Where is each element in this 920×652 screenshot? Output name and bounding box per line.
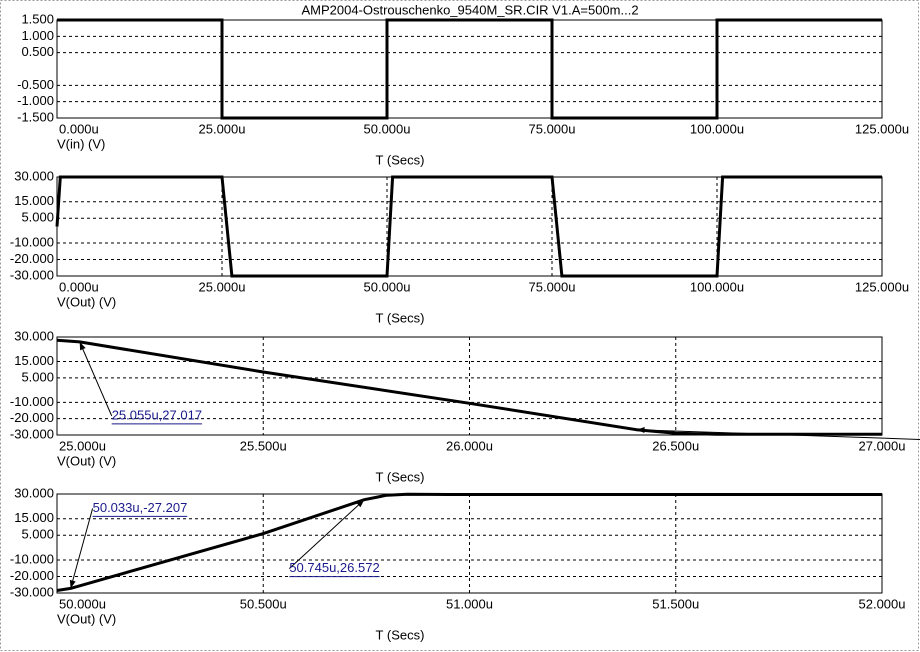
marker-label: 25.055u,27.017 [112,407,202,422]
x-tick-label: 100.000u [690,121,744,136]
window-title: AMP2004-Ostrouschenko_9540M_SR.CIR V1.A=… [301,2,638,17]
marker-arrow [288,499,365,570]
y-tick-label: -30.000 [10,426,54,441]
y-tick-label: 30.000 [14,168,54,183]
x-tick-label: 25.000u [199,121,246,136]
signal-line [55,175,882,278]
y-axis-name: V(Out) (V) [57,453,116,468]
x-axis-label: T (Secs) [376,152,425,167]
x-tick-label: 125.000u [855,279,909,294]
y-tick-label: 15.000 [14,193,54,208]
x-tick-label: 26.500u [652,438,699,453]
y-tick-label: 15.000 [14,510,54,525]
x-tick-label: 25.500u [240,438,287,453]
y-axis-name: V(in) (V) [57,136,105,151]
y-tick-label: -30.000 [10,267,54,282]
y-tick-label: 1.500 [21,11,54,26]
x-axis-label: T (Secs) [376,627,425,642]
x-tick-label: 25.000u [199,279,246,294]
x-tick-label: 0.000u [59,279,99,294]
plot-border [56,336,883,436]
y-tick-label: -30.000 [10,584,54,599]
y-tick-label: 30.000 [14,485,54,500]
y-tick-label: 1.000 [21,28,54,43]
y-tick-label: 5.000 [21,369,54,384]
x-tick-label: 75.000u [529,279,576,294]
plot-area [57,177,882,276]
marker-arrow [79,341,113,417]
plot-area [57,20,882,118]
marker-label: 50.745u,26.572 [289,560,379,575]
signal-line [56,338,883,436]
y-tick-label: 30.000 [14,328,54,343]
y-tick-label: -10.000 [10,551,54,566]
marker-arrowhead [79,341,86,351]
x-tick-label: 51.000u [446,596,493,611]
x-tick-label: 50.000u [59,596,106,611]
y-tick-label: -10.000 [10,234,54,249]
x-tick-label: 51.500u [652,596,699,611]
y-tick-label: 5.000 [21,210,54,225]
x-tick-label: 26.000u [446,438,493,453]
signal-line [57,18,882,120]
y-tick-label: -20.000 [10,410,54,425]
x-tick-label: 50.000u [364,279,411,294]
y-tick-label: 0.500 [21,44,54,59]
marker-arrowhead [636,426,645,433]
x-tick-label: 75.000u [529,121,576,136]
y-tick-label: -1.500 [17,109,54,124]
marker-arrow [636,429,920,440]
signal-line [56,492,882,592]
x-tick-label: 52.000u [859,596,906,611]
x-axis-label: T (Secs) [376,469,425,484]
x-tick-label: 50.000u [364,121,411,136]
x-tick-label: 125.000u [855,121,909,136]
marker-arrowhead [356,499,365,508]
x-tick-label: 0.000u [59,121,99,136]
x-tick-label: 50.500u [240,596,287,611]
x-axis-label: T (Secs) [376,310,425,325]
x-tick-label: 27.000u [859,438,906,453]
marker-arrow [70,508,94,589]
y-tick-label: -10.000 [10,394,54,409]
y-axis-name: V(Out) (V) [57,294,116,309]
y-tick-label: -20.000 [10,568,54,583]
x-tick-label: 100.000u [690,279,744,294]
y-axis-name: V(Out) (V) [57,611,116,626]
x-tick-label: 25.000u [59,438,106,453]
y-tick-label: -20.000 [10,251,54,266]
marker-label: 50.033u,-27.207 [93,500,188,515]
y-tick-label: 5.000 [21,527,54,542]
y-tick-label: -0.500 [17,77,54,92]
y-tick-label: -1.000 [17,93,54,108]
marker-arrowhead [69,579,76,589]
y-tick-label: 15.000 [14,353,54,368]
